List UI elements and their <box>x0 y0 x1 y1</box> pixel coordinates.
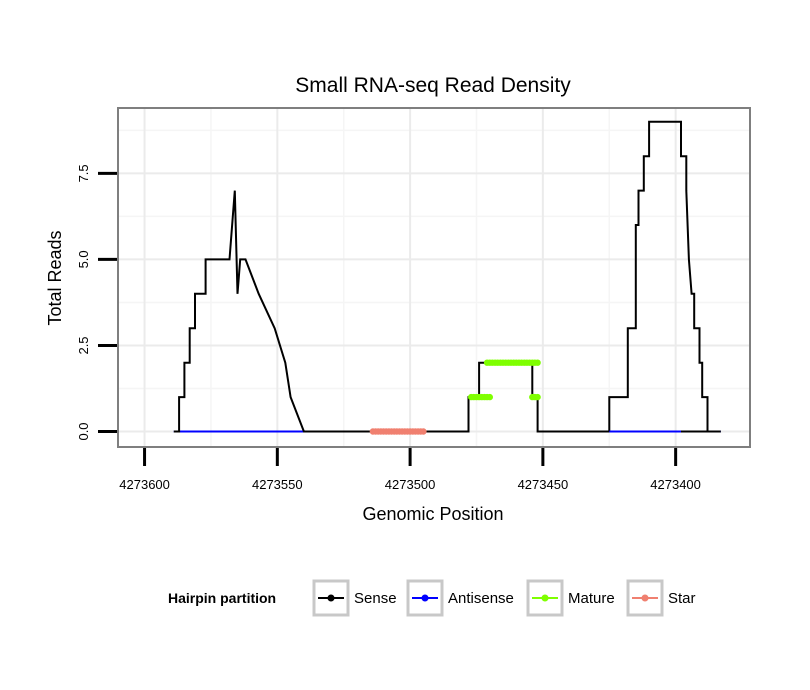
x-axis: 4273600 4273550 4273500 4273450 4273400 <box>119 448 701 492</box>
x-tick-label: 4273500 <box>385 477 436 492</box>
legend-title: Hairpin partition <box>168 590 276 606</box>
y-tick-label: 7.5 <box>76 164 91 182</box>
y-tick-label: 5.0 <box>76 250 91 268</box>
series-mature-point <box>486 393 493 401</box>
legend-key-point <box>641 594 649 602</box>
legend-label-sense: Sense <box>354 590 397 607</box>
x-tick-label: 4273400 <box>650 477 701 492</box>
y-axis: 0.0 2.5 5.0 7.5 <box>76 164 117 441</box>
series-mature-point <box>534 359 541 366</box>
legend-label-antisense: Antisense <box>448 590 514 607</box>
y-tick-label: 2.5 <box>76 336 91 354</box>
series-mature-point <box>534 393 541 401</box>
y-axis-title: Total Reads <box>45 230 65 325</box>
x-tick-label: 4273450 <box>518 477 569 492</box>
plot-panel <box>117 107 751 448</box>
legend-key-point <box>541 594 549 602</box>
y-tick-label: 0.0 <box>76 422 91 440</box>
legend-key-point <box>327 594 335 602</box>
legend-key-point <box>421 594 429 602</box>
chart-title: Small RNA-seq Read Density <box>295 74 571 97</box>
x-axis-title: Genomic Position <box>362 504 503 524</box>
legend-label-star: Star <box>668 590 696 607</box>
series-layer <box>173 120 721 435</box>
legend: Hairpin partition Sense Antisense Mature St… <box>168 579 696 617</box>
grid-minor <box>118 108 750 447</box>
x-tick-label: 4273550 <box>252 477 303 492</box>
series-star-point <box>420 428 427 435</box>
panel-border <box>117 107 751 448</box>
legend-label-mature: Mature <box>568 590 615 607</box>
x-tick-label: 4273600 <box>119 477 170 492</box>
